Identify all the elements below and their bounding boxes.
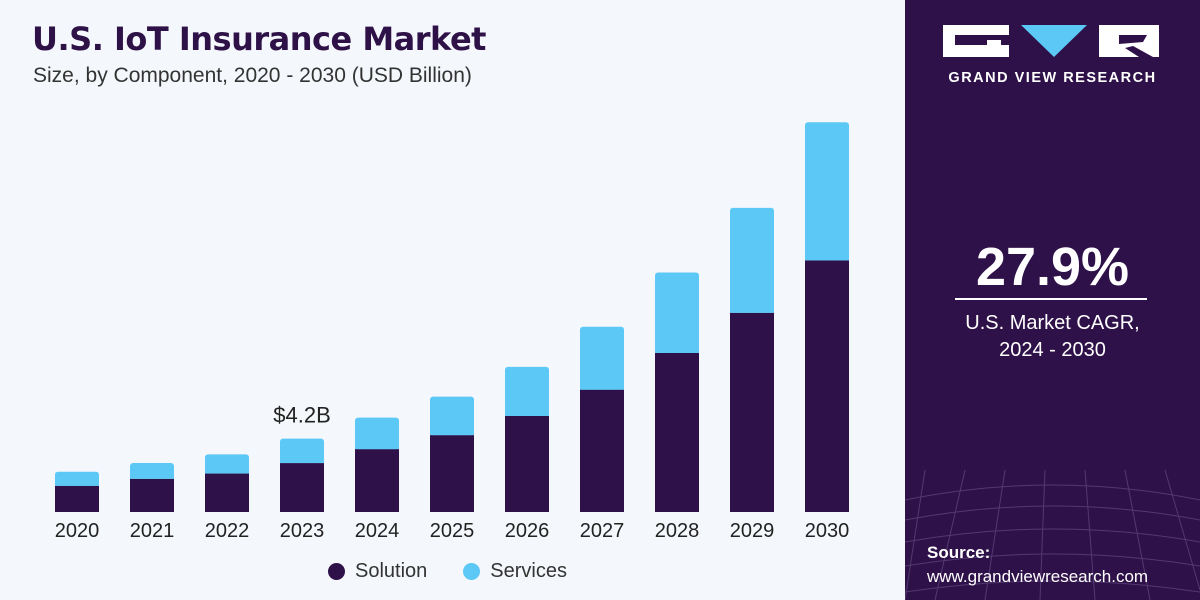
x-tick-label-2022: 2022 [205, 520, 250, 542]
bar-solution-2030 [805, 260, 849, 512]
x-tick-label-2023: 2023 [280, 520, 325, 542]
bar-solution-2026 [505, 415, 549, 512]
chart-legend: Solution Services [328, 560, 567, 583]
x-tick-label-2027: 2027 [580, 520, 625, 542]
bar-chart: 2020 2021 2022 2023 2024 2025 2026 2027 2028 2029… [55, 122, 850, 542]
chart-panel: U.S. IoT Insurance Market Size, by Compo… [32, 20, 850, 583]
cagr-divider [955, 298, 1147, 300]
x-tick-label-2028: 2028 [655, 520, 700, 542]
bar-services-2026-body [505, 369, 549, 416]
bar-services-2023-body [280, 441, 324, 464]
bar-solution-2024 [355, 449, 399, 512]
source-url[interactable]: www.grandviewresearch.com [927, 567, 1149, 586]
bar-services-2027-body [580, 329, 624, 390]
x-tick-label-2025: 2025 [430, 520, 475, 542]
legend-swatch-services [463, 563, 481, 580]
x-tick-label-2026: 2026 [505, 520, 550, 542]
legend-item-solution: Solution [328, 560, 427, 583]
legend-swatch-solution [328, 563, 345, 580]
side-panel: GRAND VIEW RESEARCH 27.9% U.S. Market CA… [905, 0, 1200, 600]
x-tick-label-2030: 2030 [805, 520, 850, 542]
bar-solution-2022 [205, 473, 249, 512]
bar-services-2021-body [130, 466, 174, 479]
bar-services-2028-body [655, 275, 699, 353]
cagr-label: U.S. Market CAGR, 2024 - 2030 [905, 310, 1200, 364]
bar-solution-2020 [55, 485, 99, 512]
cagr-label-line1: U.S. Market CAGR, [965, 312, 1140, 334]
source-title: Source: [927, 543, 991, 562]
gvr-logo [943, 25, 1159, 57]
bar-solution-2021 [130, 478, 174, 512]
chart-subtitle: Size, by Component, 2020 - 2030 (USD Bil… [33, 64, 472, 87]
bar-services-2024-body [355, 420, 399, 450]
x-tick-label-2020: 2020 [55, 520, 100, 542]
cagr-value: 27.9% [975, 237, 1130, 297]
bar-services-2025-body [430, 399, 474, 436]
legend-label-services: Services [490, 560, 567, 582]
bar-solution-2028 [655, 352, 699, 512]
bar-solution-2029 [730, 312, 774, 512]
bar-services-2029-body [730, 210, 774, 313]
legend-item-services: Services [463, 560, 567, 583]
data-label-2023: $4.2B [273, 403, 331, 428]
x-tick-label-2021: 2021 [130, 520, 175, 542]
bar-solution-2027 [580, 389, 624, 512]
bar-services-2020-body [55, 474, 99, 486]
bar-solution-2025 [430, 435, 474, 512]
brand-name: GRAND VIEW RESEARCH [948, 70, 1157, 86]
cagr-label-line2: 2024 - 2030 [999, 339, 1106, 361]
bar-solution-2023 [280, 463, 324, 512]
chart-title: U.S. IoT Insurance Market [32, 20, 486, 58]
x-tick-label-2029: 2029 [730, 520, 775, 542]
x-tick-label-2024: 2024 [355, 520, 400, 542]
grid-floor-decoration [905, 469, 1200, 600]
legend-label-solution: Solution [355, 560, 428, 582]
bar-services-2022-body [205, 457, 249, 474]
bar-services-2030-body [805, 125, 849, 261]
